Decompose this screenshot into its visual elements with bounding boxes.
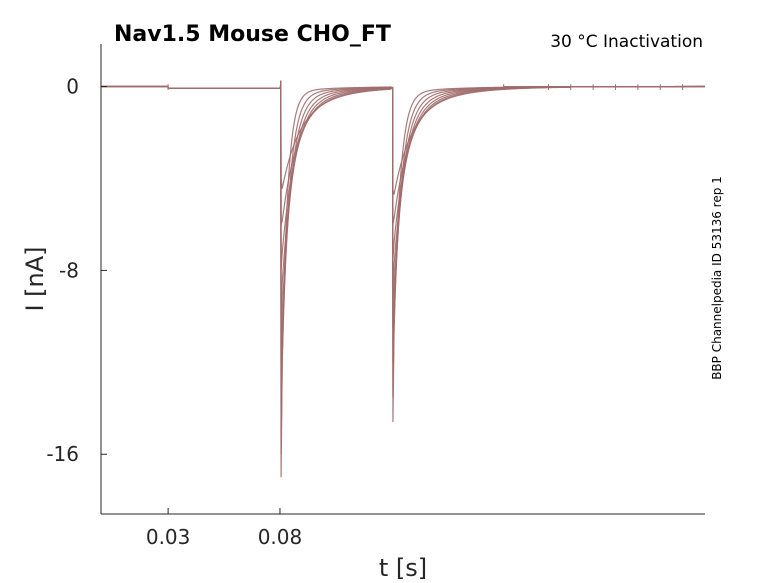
current-trace (101, 80, 706, 363)
chart-title: Nav1.5 Mouse CHO_FT (114, 22, 391, 47)
y-tick-label: -8 (59, 258, 79, 282)
y-tick-label: 0 (66, 75, 79, 99)
side-label: BBP Channelpedia ID 53136 rep 1 (710, 176, 724, 380)
current-trace (101, 80, 706, 195)
x-ticks: 0.03 0.08 (146, 508, 302, 549)
chart-subtitle: 30 °C Inactivation (550, 32, 703, 52)
y-axis-label: I [nA] (21, 246, 49, 311)
current-trace (101, 80, 706, 409)
x-axis-label: t [s] (379, 554, 427, 582)
y-ticks: 0 -8 -16 (46, 75, 107, 466)
current-trace (101, 80, 706, 478)
plot-area (101, 80, 706, 478)
current-trace (101, 80, 706, 317)
x-tick-label: 0.08 (258, 525, 303, 549)
current-trace (101, 80, 706, 455)
current-trace (101, 80, 706, 271)
x-tick-label: 0.03 (146, 525, 191, 549)
y-tick-label: -16 (46, 442, 79, 466)
